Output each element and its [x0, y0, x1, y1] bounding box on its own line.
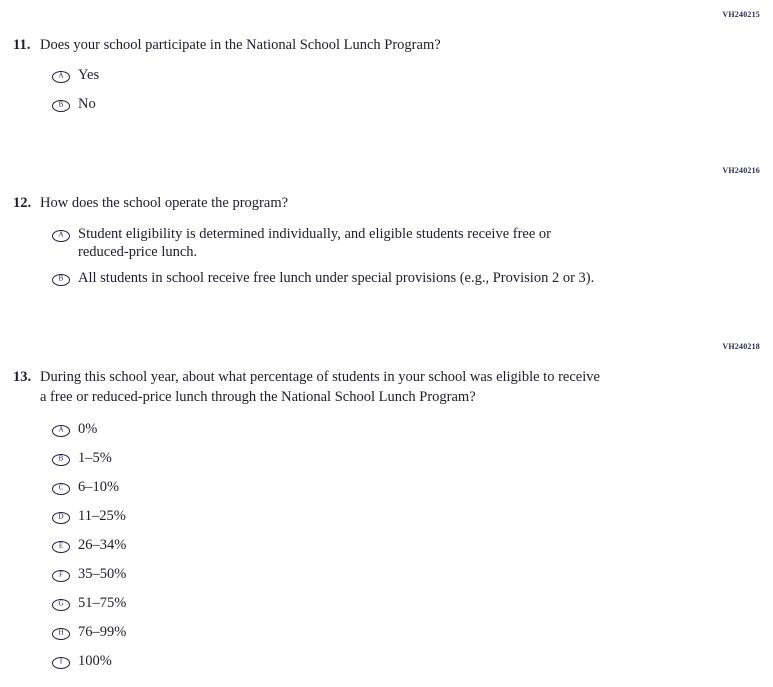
answer-bubble-icon[interactable]: G [52, 598, 70, 611]
option-label: Student eligibility is determined indivi… [78, 226, 552, 260]
bubble-letter: I [59, 657, 63, 666]
bubble-letter: G [58, 599, 64, 608]
answer-option-q11-yes[interactable]: A Yes [52, 67, 99, 85]
option-label: No [78, 96, 96, 112]
bubble-letter: C [58, 483, 64, 492]
answer-bubble-icon[interactable]: I [52, 656, 70, 669]
answer-option-q13-11-25pct[interactable]: D 11–25% [52, 508, 126, 526]
answer-option-q13-100pct[interactable]: I 100% [52, 653, 112, 671]
bubble-letter: F [59, 570, 63, 579]
question-11: 11. Does your school participate in the … [0, 36, 745, 56]
answer-option-q13-76-99pct[interactable]: H 76–99% [52, 624, 126, 642]
answer-option-q13-1-5pct[interactable]: B 1–5% [52, 450, 112, 468]
question-text: How does the school operate the program? [40, 195, 289, 211]
question-12: 12. How does the school operate the prog… [0, 194, 745, 214]
answer-option-q12-a[interactable]: A Student eligibility is determined indi… [52, 226, 551, 261]
bubble-letter: B [58, 100, 64, 109]
accession-code-q13: VH240218 [722, 342, 760, 351]
answer-bubble-icon[interactable]: D [52, 511, 70, 524]
question-number: 13. [13, 369, 32, 385]
answer-bubble-icon[interactable]: H [52, 627, 70, 640]
option-label: 51–75% [78, 595, 127, 611]
option-label: 11–25% [78, 508, 126, 524]
answer-bubble-icon[interactable]: B [52, 273, 70, 286]
question-text: During this school year, about what perc… [40, 369, 600, 405]
option-label: 76–99% [78, 624, 127, 640]
option-label: All students in school receive free lunc… [78, 270, 595, 286]
question-13: 13. During this school year, about what … [0, 368, 745, 407]
question-number: 11. [13, 37, 31, 53]
bubble-letter: B [58, 454, 64, 463]
answer-bubble-icon[interactable]: B [52, 99, 70, 112]
option-label: Yes [78, 67, 100, 83]
answer-option-q12-b[interactable]: B All students in school receive free lu… [52, 270, 594, 288]
accession-code-q11: VH240215 [722, 10, 760, 19]
option-label: 26–34% [78, 537, 127, 553]
option-label: 35–50% [78, 566, 127, 582]
answer-option-q11-no[interactable]: B No [52, 96, 96, 114]
answer-bubble-icon[interactable]: A [52, 70, 70, 83]
answer-option-q13-35-50pct[interactable]: F 35–50% [52, 566, 126, 584]
option-label: 100% [78, 653, 112, 669]
question-text: Does your school participate in the Nati… [40, 37, 441, 53]
bubble-letter: B [58, 274, 64, 283]
answer-option-q13-0pct[interactable]: A 0% [52, 421, 97, 439]
answer-bubble-icon[interactable]: F [52, 569, 70, 582]
option-label: 6–10% [78, 479, 120, 495]
option-label: 0% [78, 421, 98, 437]
answer-option-q13-26-34pct[interactable]: E 26–34% [52, 537, 126, 555]
answer-bubble-icon[interactable]: B [52, 453, 70, 466]
bubble-letter: D [58, 512, 64, 521]
accession-code-q12: VH240216 [722, 166, 760, 175]
answer-option-q13-6-10pct[interactable]: C 6–10% [52, 479, 119, 497]
question-number: 12. [13, 195, 32, 211]
bubble-letter: H [58, 628, 64, 637]
answer-bubble-icon[interactable]: C [52, 482, 70, 495]
bubble-letter: A [58, 425, 64, 434]
answer-bubble-icon[interactable]: E [52, 540, 70, 553]
answer-bubble-icon[interactable]: A [52, 229, 70, 242]
bubble-letter: E [58, 541, 64, 550]
answer-bubble-icon[interactable]: A [52, 424, 70, 437]
answer-option-q13-51-75pct[interactable]: G 51–75% [52, 595, 126, 613]
option-label: 1–5% [78, 450, 112, 466]
bubble-letter: A [58, 71, 64, 80]
bubble-letter: A [58, 230, 64, 239]
